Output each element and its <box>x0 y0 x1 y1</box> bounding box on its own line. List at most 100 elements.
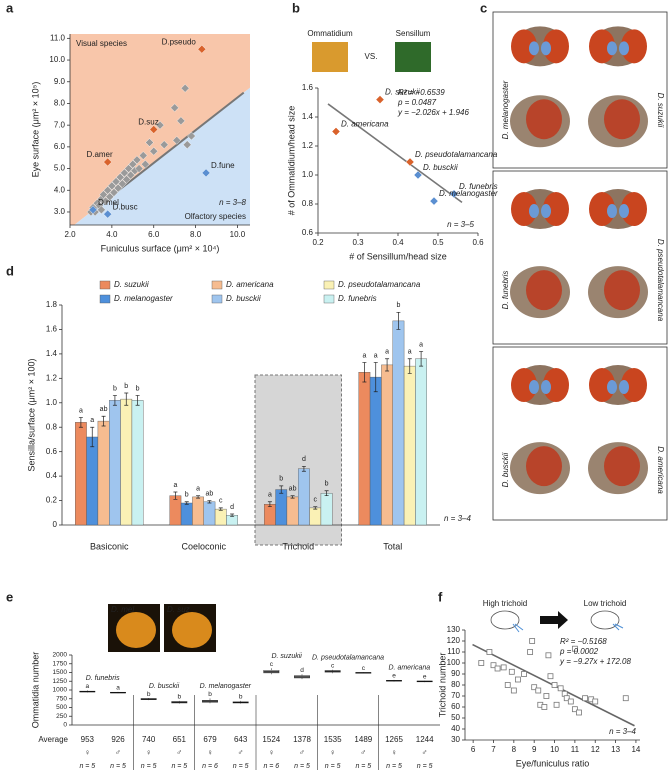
error-bar <box>90 426 95 448</box>
sex-symbol: ♀ <box>330 748 336 757</box>
panel-c: D. melanogaster D. suzukii D. funebris D… <box>492 11 668 521</box>
bar <box>264 504 276 526</box>
data-point <box>197 44 207 54</box>
region-label: Olfactory species <box>185 212 246 221</box>
y-axis-label: # of Ommatidium/head size <box>286 106 296 216</box>
significance-letter: a <box>419 341 423 348</box>
data-point <box>134 164 144 173</box>
data-point <box>494 665 501 672</box>
significance-letter: d <box>230 504 234 511</box>
legend-label: D. suzukii <box>114 280 149 289</box>
sex-symbol: ♀ <box>207 748 213 757</box>
data-point <box>571 645 578 652</box>
n-label: n = 5 <box>110 763 126 770</box>
data-point <box>187 131 196 141</box>
significance-letter: e <box>392 673 396 680</box>
y-tick-label: 1500 <box>53 669 68 676</box>
average-value: 740 <box>142 735 156 744</box>
error-bar <box>313 506 318 510</box>
data-point <box>111 177 121 186</box>
fly-eye <box>543 368 569 403</box>
n-label: n = 5 <box>386 763 402 770</box>
bar <box>298 468 310 526</box>
y-tick-label: 80 <box>451 680 460 689</box>
significance-letter: a <box>408 349 412 356</box>
data-point <box>375 95 385 104</box>
significance-letter: a <box>362 352 366 359</box>
data-point <box>571 706 578 713</box>
data-point <box>531 684 538 691</box>
point-label: D.busc <box>113 202 138 211</box>
data-point <box>103 157 112 167</box>
point-label: D. funebris <box>459 182 498 191</box>
data-point <box>510 687 517 694</box>
sex-symbol: ♂ <box>115 748 121 757</box>
n-label: n = 5 <box>417 763 433 770</box>
sex-symbol: ♀ <box>146 748 152 757</box>
error-bar <box>230 513 235 517</box>
head-icon <box>590 610 620 630</box>
significance-letter: b <box>325 481 329 488</box>
average-value: 953 <box>81 735 95 744</box>
bar <box>286 496 299 526</box>
bar <box>369 376 382 526</box>
legend-swatch <box>99 294 111 304</box>
data-point <box>159 140 169 149</box>
data-point <box>553 701 560 708</box>
significance-letter: a <box>173 482 177 489</box>
data-point <box>331 127 341 136</box>
significance-letter: a <box>374 352 378 359</box>
error-bar <box>207 500 212 504</box>
fly-antenna <box>607 204 617 219</box>
y-tick-label: 1.4 <box>46 349 58 358</box>
x-tick-label: 0.3 <box>352 238 364 247</box>
data-point <box>97 205 106 215</box>
legend-swatch <box>323 280 335 290</box>
significance-letter: c <box>362 665 366 672</box>
y-tick-label: 0.8 <box>46 422 58 431</box>
data-point <box>118 179 127 189</box>
significance-letter: a <box>385 349 389 356</box>
antenna-icon <box>512 623 524 633</box>
sex-symbol: ♀ <box>391 748 397 757</box>
vs-label: VS. <box>365 52 378 61</box>
species-label: D. funebris <box>501 271 510 310</box>
error-bar <box>324 490 329 497</box>
data-point <box>535 687 542 694</box>
image-label: Sensillum <box>396 29 431 38</box>
data-point <box>405 157 415 167</box>
data-point <box>155 120 165 130</box>
bar <box>169 495 182 526</box>
fly-antenna <box>619 41 629 56</box>
data-point <box>508 668 515 675</box>
sex-symbol: ♀ <box>268 748 274 757</box>
y-tick-label: 250 <box>56 713 67 720</box>
data-point <box>576 709 582 716</box>
significance-letter: b <box>185 492 189 499</box>
x-tick-label: 4.0 <box>106 230 118 239</box>
region <box>70 34 250 225</box>
data-point <box>582 695 588 702</box>
x-axis-label: Eye/funiculus ratio <box>516 758 590 768</box>
panel-label: d <box>6 263 14 278</box>
fly-antenna <box>529 41 539 56</box>
error-bar <box>78 417 83 428</box>
x-tick-label: 6.0 <box>148 230 160 239</box>
sex-symbol: ♂ <box>299 748 305 757</box>
fly-eye <box>621 29 647 64</box>
y-axis-label: Sensilla/surface (μm² × 100) <box>26 359 36 472</box>
point-label: D. pseudotalamancana <box>415 150 498 159</box>
data-point <box>170 103 179 113</box>
head-icon <box>490 610 520 630</box>
x-tick-label: Total <box>383 541 402 551</box>
fly-eye <box>589 192 615 227</box>
point-label: D.pseudo <box>162 37 197 46</box>
y-tick-label: 9.0 <box>54 77 66 86</box>
fly-eye <box>511 29 537 64</box>
species-label: D. pseudotalamancana <box>656 239 665 322</box>
y-tick-label: 1.0 <box>46 398 58 407</box>
data-point <box>122 175 131 184</box>
error-bar <box>419 351 424 367</box>
fly-antenna <box>529 380 539 395</box>
